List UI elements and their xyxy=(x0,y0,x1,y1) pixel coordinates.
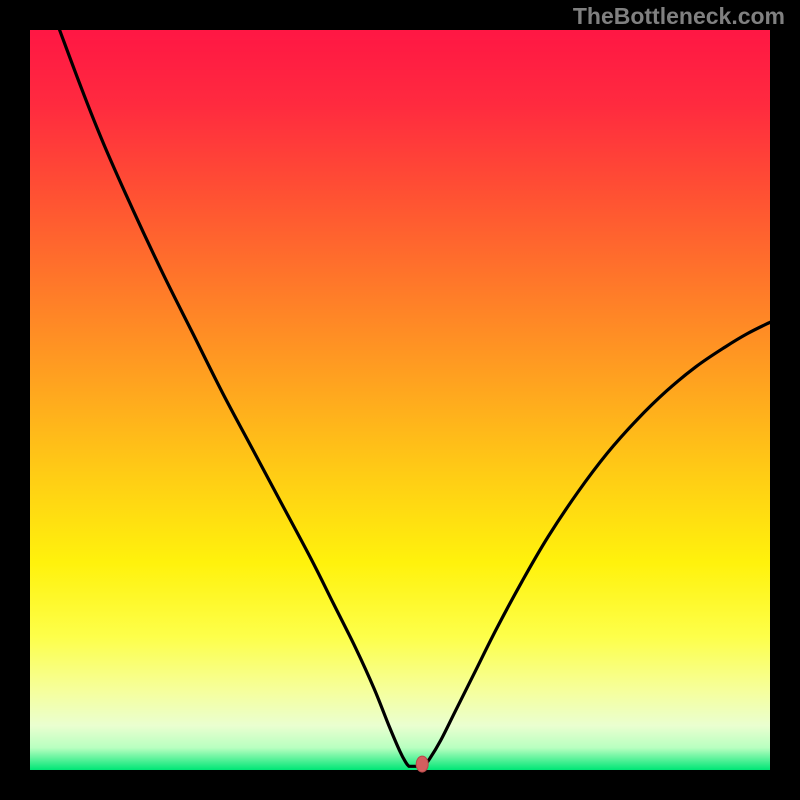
watermark-text: TheBottleneck.com xyxy=(573,3,785,29)
optimal-point-marker xyxy=(416,756,428,772)
bottleneck-chart: TheBottleneck.com xyxy=(0,0,800,800)
